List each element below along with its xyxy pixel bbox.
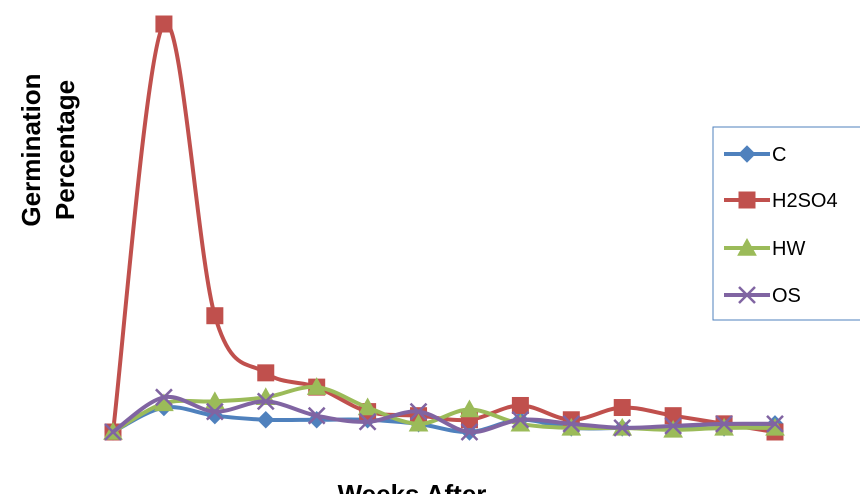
series-os: [104, 388, 784, 441]
data-point-os: [307, 406, 326, 425]
data-point-h2so4: [257, 364, 275, 382]
series-h2so4: [104, 15, 784, 441]
data-point-os: [613, 419, 632, 437]
data-point-os: [155, 388, 173, 407]
data-point-hw: [306, 377, 327, 395]
legend-item-c: C: [724, 144, 786, 166]
legend-marker: [738, 191, 756, 209]
data-point-os: [460, 423, 479, 441]
data-point-hw: [357, 397, 378, 416]
data-point-os: [715, 414, 733, 433]
data-point-h2so4: [613, 399, 631, 417]
series-lines: [103, 15, 785, 441]
data-point-os: [104, 423, 122, 441]
data-point-os: [562, 414, 581, 433]
data-point-os: [664, 416, 683, 435]
legend-item-h2so4: H2SO4: [724, 190, 838, 212]
legend-marker: [738, 145, 756, 163]
legend-label: OS: [772, 285, 801, 307]
y-axis-label: Germination Percentage: [16, 73, 80, 226]
legend-label: H2SO4: [772, 190, 838, 212]
legend-marker: [738, 286, 756, 304]
data-point-os: [511, 410, 530, 429]
legend-box: [712, 126, 860, 321]
data-point-hw: [204, 391, 225, 410]
data-point-os: [256, 392, 275, 411]
legend-item-hw: HW: [724, 237, 805, 260]
data-point-os: [358, 412, 377, 431]
legend-item-os: OS: [724, 285, 801, 307]
data-point-os: [766, 414, 784, 433]
series-line-os: [111, 394, 777, 435]
legend-label: HW: [772, 238, 805, 260]
legend-label: C: [772, 144, 786, 166]
x-axis-label-text: Weeks After: [338, 479, 487, 494]
legend-marker: [737, 237, 757, 256]
data-point-hw: [459, 399, 480, 418]
data-point-c: [257, 411, 275, 429]
legend: C H2SO4 HW OS: [712, 126, 860, 321]
x-axis-label: Weeks After: [338, 479, 487, 494]
data-point-h2so4: [155, 15, 173, 33]
data-point-hw: [408, 413, 429, 432]
y-axis-label-line: Percentage: [50, 80, 80, 220]
data-point-h2so4: [206, 307, 224, 325]
y-axis-label-line: Germination: [16, 73, 46, 226]
data-point-os: [409, 402, 428, 421]
series-line-h2so4: [111, 21, 777, 434]
data-point-h2so4: [511, 396, 529, 414]
data-point-os: [205, 402, 224, 421]
